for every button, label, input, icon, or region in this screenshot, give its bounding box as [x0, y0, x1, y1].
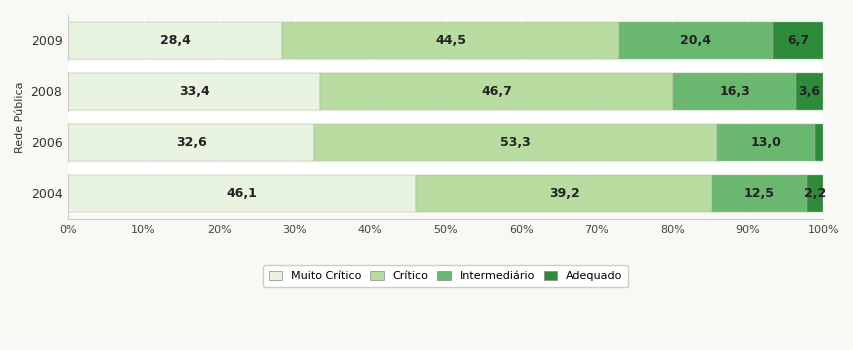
Bar: [68, 73, 822, 110]
Text: 46,1: 46,1: [226, 187, 258, 200]
Bar: [68, 175, 822, 212]
Text: 33,4: 33,4: [178, 85, 209, 98]
Bar: [320, 73, 672, 110]
Bar: [68, 175, 415, 212]
Bar: [68, 124, 314, 161]
Bar: [772, 22, 822, 59]
Y-axis label: Rede Pública: Rede Pública: [15, 81, 25, 153]
Text: 3,6: 3,6: [798, 85, 820, 98]
Bar: [282, 22, 618, 59]
Text: 2,2: 2,2: [803, 187, 825, 200]
Text: 39,2: 39,2: [548, 187, 579, 200]
Text: 16,3: 16,3: [718, 85, 749, 98]
Bar: [672, 73, 795, 110]
Text: 53,3: 53,3: [500, 136, 531, 149]
Bar: [814, 124, 822, 161]
Bar: [711, 175, 805, 212]
Legend: Muito Crítico, Crítico, Intermediário, Adequado: Muito Crítico, Crítico, Intermediário, A…: [263, 265, 627, 287]
Bar: [795, 73, 822, 110]
Text: 6,7: 6,7: [786, 34, 808, 47]
Bar: [68, 22, 282, 59]
Bar: [618, 22, 772, 59]
Text: 32,6: 32,6: [176, 136, 206, 149]
Text: 28,4: 28,4: [160, 34, 190, 47]
Text: 12,5: 12,5: [743, 187, 774, 200]
Text: 13,0: 13,0: [750, 136, 780, 149]
Text: 20,4: 20,4: [679, 34, 711, 47]
Bar: [314, 124, 716, 161]
Text: 46,7: 46,7: [480, 85, 512, 98]
Bar: [68, 22, 822, 59]
Text: 44,5: 44,5: [434, 34, 466, 47]
Bar: [415, 175, 711, 212]
Bar: [716, 124, 814, 161]
Bar: [805, 175, 822, 212]
Bar: [68, 73, 320, 110]
Bar: [68, 124, 822, 161]
